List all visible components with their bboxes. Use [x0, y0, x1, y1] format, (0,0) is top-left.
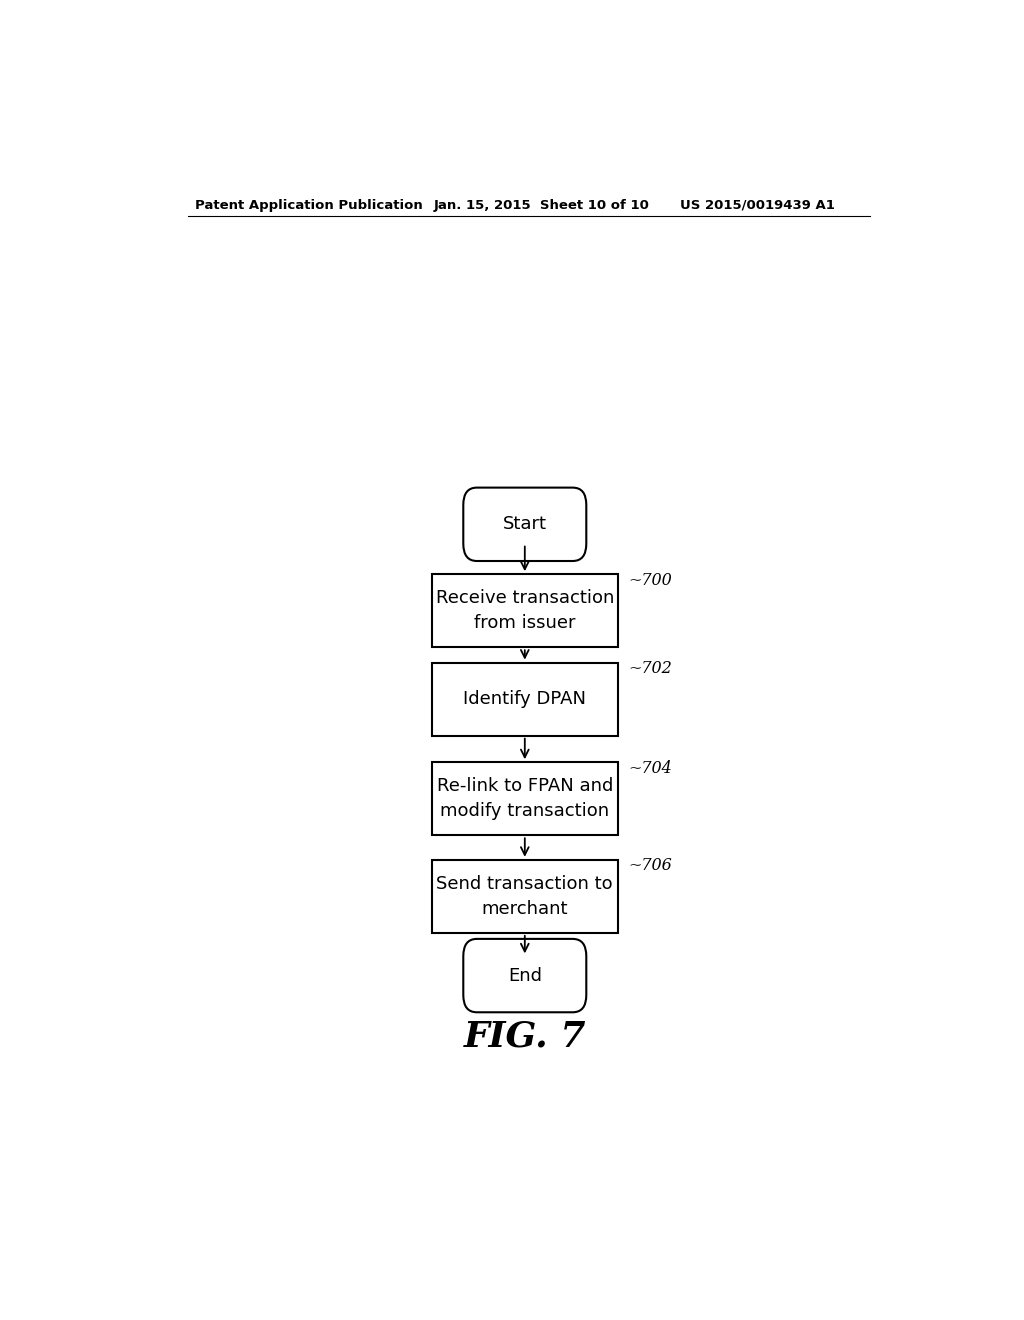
Text: FIG. 7: FIG. 7 — [464, 1019, 586, 1053]
FancyBboxPatch shape — [431, 859, 618, 933]
Text: End: End — [508, 966, 542, 985]
Text: Send transaction to
merchant: Send transaction to merchant — [436, 875, 613, 917]
Text: Jan. 15, 2015  Sheet 10 of 10: Jan. 15, 2015 Sheet 10 of 10 — [433, 198, 649, 211]
Text: ~704: ~704 — [628, 760, 672, 776]
Text: ~706: ~706 — [628, 857, 672, 874]
Text: ~702: ~702 — [628, 660, 672, 677]
Text: Re-link to FPAN and
modify transaction: Re-link to FPAN and modify transaction — [436, 777, 613, 820]
Text: US 2015/0019439 A1: US 2015/0019439 A1 — [680, 198, 835, 211]
FancyBboxPatch shape — [431, 663, 618, 735]
Text: Identify DPAN: Identify DPAN — [463, 690, 587, 708]
FancyBboxPatch shape — [431, 574, 618, 647]
Text: Patent Application Publication: Patent Application Publication — [196, 198, 423, 211]
FancyBboxPatch shape — [463, 939, 587, 1012]
Text: Receive transaction
from issuer: Receive transaction from issuer — [435, 589, 614, 632]
Text: ~700: ~700 — [628, 572, 672, 589]
FancyBboxPatch shape — [463, 487, 587, 561]
Text: Start: Start — [503, 515, 547, 533]
FancyBboxPatch shape — [431, 762, 618, 836]
